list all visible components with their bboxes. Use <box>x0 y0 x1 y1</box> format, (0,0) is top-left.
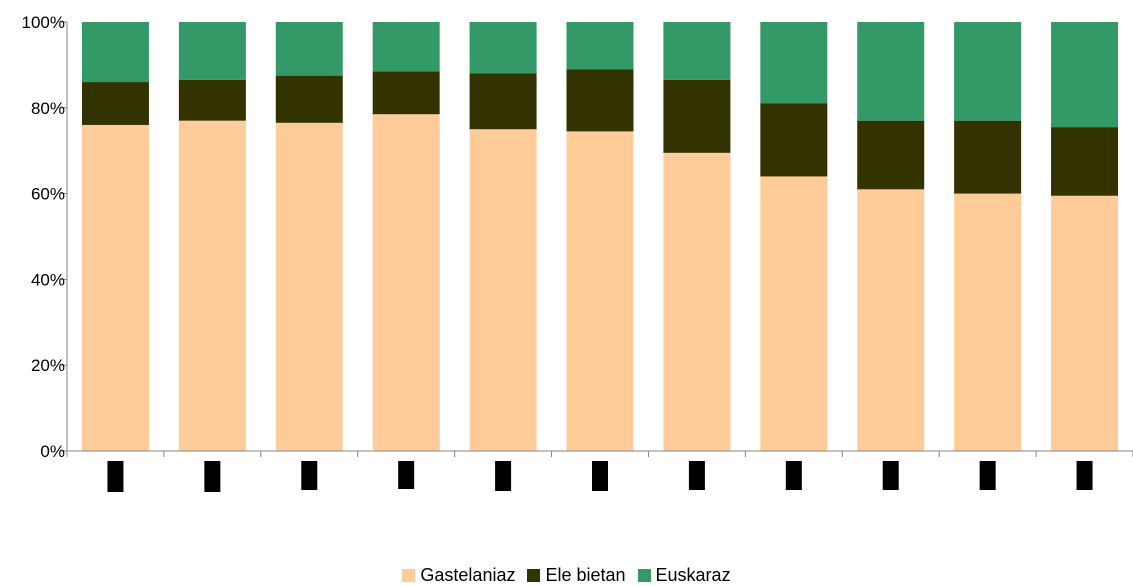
bar-segment-gastelaniaz <box>372 114 440 452</box>
bar-segment-ele-bietan <box>663 79 731 153</box>
bar-segment-euskaraz <box>760 22 828 104</box>
bar-segment-ele-bietan <box>469 73 537 130</box>
x-category-label-redacted <box>592 461 608 491</box>
bar-segment-ele-bietan <box>954 120 1022 194</box>
bar-segment-euskaraz <box>663 22 731 80</box>
y-axis: 0% 20% 40% 60% 80% 100% <box>22 13 68 461</box>
bar-segment-gastelaniaz <box>954 193 1022 451</box>
bar-segment-gastelaniaz <box>469 129 537 451</box>
x-category-label-redacted <box>688 461 705 490</box>
bars <box>81 22 1119 452</box>
bar-segment-euskaraz <box>178 22 246 80</box>
x-category-label-redacted <box>204 461 221 492</box>
x-category-label-redacted <box>398 461 415 489</box>
bar-segment-euskaraz <box>857 22 925 121</box>
legend-swatch-ele-bietan <box>527 568 541 582</box>
bar-segment-ele-bietan <box>566 69 634 132</box>
x-category-label-redacted <box>785 461 802 490</box>
y-tick-label: 100% <box>22 13 65 32</box>
legend-label-gastelaniaz: Gastelaniaz <box>420 564 516 585</box>
x-axis <box>66 450 1133 492</box>
bar-segment-euskaraz <box>469 22 537 74</box>
legend-swatch-euskaraz <box>637 568 651 582</box>
bar-segment-euskaraz <box>566 22 634 70</box>
x-category-label-redacted <box>301 461 318 490</box>
bar-segment-euskaraz <box>1051 22 1119 128</box>
bar-segment-euskaraz <box>81 22 149 83</box>
x-category-label-redacted <box>1076 461 1093 490</box>
bar-segment-gastelaniaz <box>663 152 731 451</box>
y-tick-label: 40% <box>31 270 65 289</box>
bar-segment-ele-bietan <box>178 79 246 121</box>
y-tick-label: 20% <box>31 356 65 375</box>
bar-segment-euskaraz <box>954 22 1022 121</box>
bar-segment-gastelaniaz <box>178 120 246 452</box>
y-tick-label: 80% <box>31 99 65 118</box>
bar-segment-ele-bietan <box>81 82 149 125</box>
y-tick-label: 0% <box>40 442 65 461</box>
bar-segment-gastelaniaz <box>81 124 149 452</box>
legend-item-euskaraz: Euskaraz <box>637 564 731 586</box>
legend-label-euskaraz: Euskaraz <box>655 564 731 585</box>
bar-segment-ele-bietan <box>275 75 343 123</box>
bar-segment-gastelaniaz <box>275 122 343 451</box>
legend-item-ele-bietan: Ele bietan <box>527 564 626 586</box>
bar-segment-gastelaniaz <box>1051 195 1119 451</box>
bar-segment-ele-bietan <box>760 103 828 177</box>
bar-segment-euskaraz <box>275 22 343 76</box>
x-category-label-redacted <box>882 461 899 490</box>
x-category-label-redacted <box>107 461 124 492</box>
bar-segment-euskaraz <box>372 22 440 72</box>
x-category-label-redacted <box>495 461 512 491</box>
bar-segment-ele-bietan <box>857 120 925 190</box>
legend: Gastelaniaz Ele bietan Euskaraz <box>0 564 1133 586</box>
x-category-label-redacted <box>979 461 996 490</box>
legend-swatch-gastelaniaz <box>402 568 416 582</box>
bar-segment-ele-bietan <box>372 71 440 115</box>
y-tick-label: 60% <box>31 185 65 204</box>
legend-item-gastelaniaz: Gastelaniaz <box>402 565 515 586</box>
bar-segment-ele-bietan <box>1051 127 1119 196</box>
bar-segment-gastelaniaz <box>566 131 634 451</box>
legend-label-ele-bietan: Ele bietan <box>545 564 626 585</box>
bar-segment-gastelaniaz <box>857 189 925 451</box>
bar-segment-gastelaniaz <box>760 176 828 451</box>
